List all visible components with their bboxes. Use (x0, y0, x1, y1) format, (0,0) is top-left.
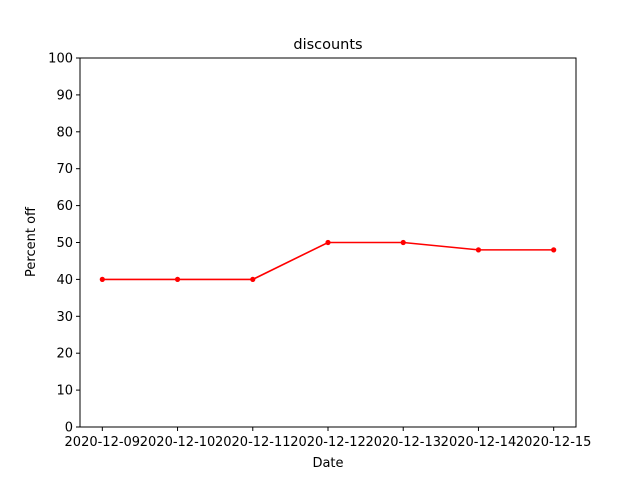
x-tick-label: 2020-12-12 (290, 435, 366, 450)
data-point (325, 239, 331, 246)
y-tick-label: 90 (56, 88, 73, 103)
data-point (99, 276, 105, 282)
y-tick-label: 50 (56, 236, 73, 251)
x-axis-label: Date (312, 456, 343, 471)
data-point (475, 247, 482, 253)
y-tick-label: 30 (56, 310, 73, 325)
series-line (102, 241, 554, 281)
x-tick-label: 2020-12-10 (140, 435, 216, 450)
y-axis-label: Percent off (24, 206, 39, 277)
x-tick-label: 2020-12-09 (65, 435, 141, 450)
y-tick-label: 40 (56, 273, 73, 288)
y-tick-label: 80 (56, 125, 73, 140)
data-point (400, 239, 406, 246)
data-point (174, 276, 181, 282)
x-tick-label: 2020-12-14 (441, 435, 517, 450)
chart-title: discounts (293, 37, 362, 53)
x-tick-label: 2020-12-13 (365, 435, 441, 450)
y-tick-label: 20 (56, 347, 73, 362)
data-point (250, 276, 256, 282)
data-point (551, 247, 557, 253)
y-tick-label: 70 (56, 162, 73, 177)
y-tick-label: 10 (56, 384, 73, 399)
y-tick-label: 100 (48, 52, 73, 67)
y-tick-label: 60 (56, 199, 73, 214)
y-tick-label: 0 (65, 421, 73, 436)
x-tick-label: 2020-12-15 (516, 435, 592, 450)
x-tick-label: 2020-12-11 (215, 435, 291, 450)
